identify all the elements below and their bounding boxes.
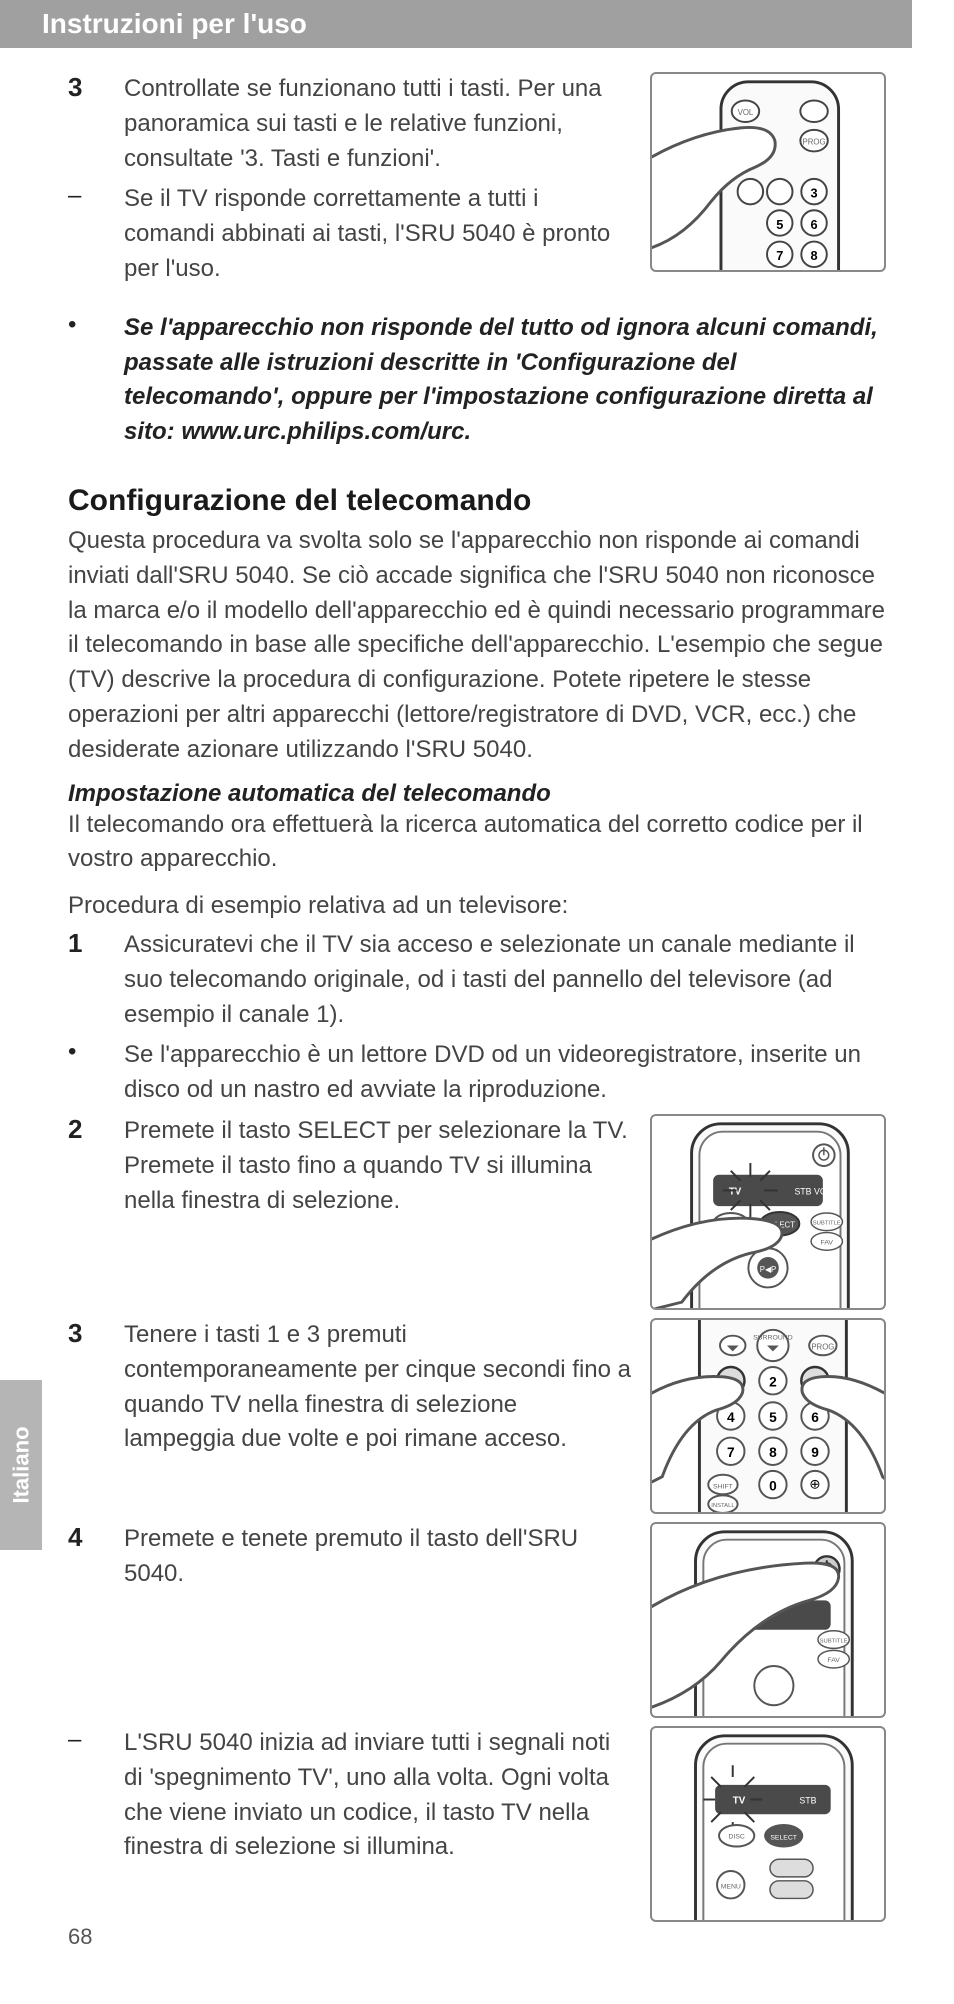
step3b-marker: 3 <box>68 1318 124 1349</box>
figure-select-tv: TV STB VCR SELECT <box>650 1114 886 1310</box>
svg-text:SURROUND: SURROUND <box>753 1335 793 1342</box>
step3b-text-a: Tenere i tasti 1 e 3 <box>124 1321 327 1348</box>
step1-marker: 1 <box>68 928 124 959</box>
svg-text:6: 6 <box>811 217 818 232</box>
config-intro: Questa procedura va svolta solo se l'app… <box>68 524 886 768</box>
svg-text:FAV: FAV <box>821 1239 834 1246</box>
dash2-text: L'SRU 5040 inizia ad inviare tutti i seg… <box>124 1726 634 1865</box>
svg-text:7: 7 <box>776 248 783 263</box>
svg-text:SHIFT: SHIFT <box>713 1483 734 1490</box>
step4-marker: 4 <box>68 1522 124 1553</box>
svg-text:4: 4 <box>727 1410 735 1425</box>
page-number: 68 <box>68 1924 92 1950</box>
step-marker-3: 3 <box>68 72 124 103</box>
step4-text: Premete e tenete premuto il tasto dell'S… <box>124 1522 634 1592</box>
svg-text:SUBTITLE: SUBTITLE <box>813 1221 841 1227</box>
language-tab-label: Italiano <box>8 1426 34 1503</box>
page-header: Instruzioni per l'uso <box>0 0 912 48</box>
svg-text:SUBTITLE: SUBTITLE <box>820 1638 848 1644</box>
svg-text:INSTALL: INSTALL <box>711 1503 735 1509</box>
svg-text:8: 8 <box>769 1445 777 1460</box>
dash2-marker: – <box>68 1726 124 1754</box>
svg-text:P◀P: P◀P <box>760 1265 776 1274</box>
subintro: Il telecomando ora effettuerà la ricerca… <box>68 808 886 878</box>
step1-text: Assicuratevi che il TV sia acceso e sele… <box>124 928 886 1032</box>
svg-text:⊕: ⊕ <box>809 1476 820 1491</box>
svg-text:2: 2 <box>769 1375 777 1390</box>
svg-text:MENU: MENU <box>721 1884 741 1891</box>
figure-press-1-3: SURROUND PROG 1 2 3 4 5 6 7 8 9 SHIFT 0 <box>650 1318 886 1514</box>
svg-text:TV: TV <box>733 1795 746 1806</box>
svg-text:8: 8 <box>811 248 818 263</box>
figure-tv-blink: TV STB DISC SELECT MENU <box>650 1726 886 1922</box>
svg-text:5: 5 <box>769 1410 777 1425</box>
svg-text:SELECT: SELECT <box>770 1835 797 1842</box>
svg-text:0: 0 <box>769 1478 777 1493</box>
svg-text:PROG: PROG <box>803 138 826 147</box>
svg-text:6: 6 <box>811 1410 819 1425</box>
svg-text:TV: TV <box>729 1186 742 1197</box>
dash-text: Se il TV risponde correttamente a tutti … <box>124 182 634 286</box>
bullet2-marker: • <box>68 1038 124 1066</box>
bullet-marker: • <box>68 311 124 339</box>
procedure-title: Procedura di esempio relativa ad un tele… <box>68 889 886 924</box>
subheading-auto: Impostazione automatica del telecomando <box>68 780 886 808</box>
svg-text:5: 5 <box>776 217 783 232</box>
step2-marker: 2 <box>68 1114 124 1145</box>
language-tab: Italiano <box>0 1380 42 1550</box>
svg-text:7: 7 <box>727 1445 735 1460</box>
svg-text:9: 9 <box>811 1445 819 1460</box>
svg-text:STB VCR: STB VCR <box>794 1186 832 1196</box>
svg-text:VOL: VOL <box>738 108 754 117</box>
bullet2-text: Se l'apparecchio è un lettore DVD od un … <box>124 1038 886 1108</box>
svg-text:PROG: PROG <box>811 1342 834 1351</box>
note-text: Se l'apparecchio non risponde del tutto … <box>124 311 886 450</box>
figure-remote-press: VOL PROG 3 5 6 7 8 <box>650 72 886 272</box>
svg-text:DISC: DISC <box>728 1834 744 1841</box>
svg-text:STB: STB <box>799 1795 816 1805</box>
figure-hold-power: TV SUBTITLE FAV <box>650 1522 886 1718</box>
step2-text: Premete il tasto SELECT per selezionare … <box>124 1114 634 1218</box>
step-3-text: Controllate se funzionano tutti i tasti.… <box>124 72 634 176</box>
step3b-text: Tenere i tasti 1 e 3 premuti contemporan… <box>124 1318 634 1457</box>
svg-text:3: 3 <box>811 185 818 200</box>
page-content: 3 Controllate se funzionano tutti i tast… <box>0 72 954 1970</box>
svg-text:FAV: FAV <box>827 1657 840 1664</box>
section-heading-config: Configurazione del telecomando <box>68 484 886 518</box>
dash-marker: – <box>68 182 124 210</box>
